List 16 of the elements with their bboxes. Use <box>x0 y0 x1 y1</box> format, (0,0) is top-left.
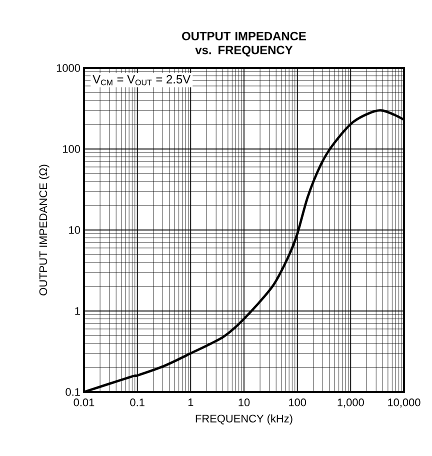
x-tick-label: 10 <box>238 398 250 406</box>
y-tick-label: 1000 <box>56 64 80 72</box>
x-tick-label: 1,000 <box>338 398 364 408</box>
x-tick-label: 1 <box>188 398 194 406</box>
y-tick-label: 1 <box>75 307 80 315</box>
chart-title: OUTPUT IMPEDANCE vs. FREQUENCY <box>182 32 306 57</box>
x-tick-label: 100 <box>289 398 306 406</box>
x-axis-title: FREQUENCY (kHz) <box>196 414 292 425</box>
x-tick-label: 10,000 <box>388 398 420 408</box>
y-tick-label: 0.1 <box>66 388 80 396</box>
y-tick-label: 10 <box>69 226 80 234</box>
annotation: V$_{CM}$ = V$_{OUT}$ = 2.5V <box>92 75 191 86</box>
y-tick-label: 100 <box>63 145 80 153</box>
x-tick-label: 0.01 <box>74 398 94 406</box>
x-tick-label: 0.1 <box>130 398 144 406</box>
y-axis-title: OUTPUT IMPEDANCE (Ω) <box>39 164 50 296</box>
